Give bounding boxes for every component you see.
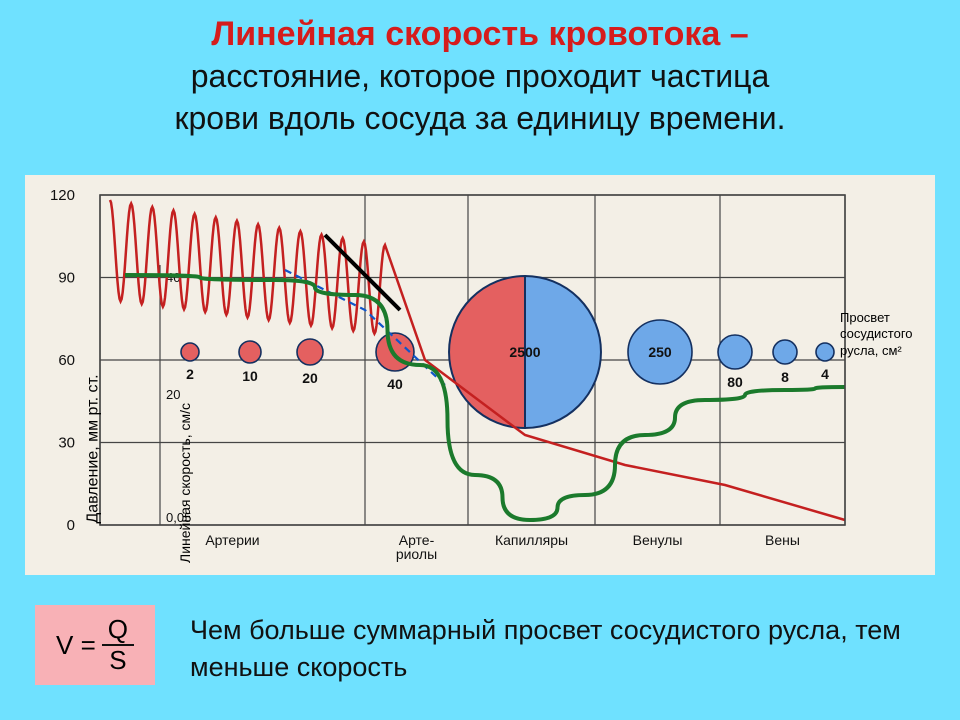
chart-area: Давление, мм рт. ст. Линейная скорость, …: [25, 175, 935, 575]
svg-text:Артерии: Артерии: [205, 532, 259, 548]
svg-text:250: 250: [648, 344, 672, 360]
svg-text:20: 20: [302, 370, 318, 386]
formula-box: V = Q S: [35, 605, 155, 685]
svg-text:120: 120: [50, 187, 75, 204]
title-line-1: Линейная скорость кровотока –: [0, 12, 960, 56]
svg-text:20: 20: [166, 387, 180, 402]
velocity-axis-label: Линейная скорость, см/с: [177, 403, 193, 563]
svg-text:10: 10: [242, 368, 258, 384]
pressure-axis-label: Давление, мм рт. ст.: [85, 374, 103, 523]
svg-text:40: 40: [387, 376, 403, 392]
svg-text:риолы: риолы: [396, 546, 437, 562]
lumen-axis-label: Просвет сосудистого русла, см²: [840, 310, 925, 359]
svg-text:8: 8: [781, 369, 789, 385]
svg-text:60: 60: [58, 352, 75, 369]
svg-text:80: 80: [727, 374, 743, 390]
formula-denominator: S: [103, 646, 132, 675]
svg-text:Венулы: Венулы: [633, 532, 683, 548]
svg-text:Капилляры: Капилляры: [495, 532, 568, 548]
slide-title: Линейная скорость кровотока – расстояние…: [0, 12, 960, 139]
svg-text:Вены: Вены: [765, 532, 800, 548]
svg-text:2500: 2500: [509, 344, 540, 360]
formula-fraction: Q S: [102, 615, 134, 674]
title-line-3: крови вдоль сосуда за единицу времени.: [0, 98, 960, 140]
svg-text:0: 0: [67, 517, 75, 534]
caption-text: Чем больше суммарный просвет сосудистого…: [190, 612, 945, 685]
svg-text:30: 30: [58, 435, 75, 452]
chart-svg: 030609012040200,05210204025002508084Арте…: [25, 175, 935, 575]
formula-lhs: V =: [56, 630, 96, 661]
svg-text:4: 4: [821, 366, 829, 382]
formula-numerator: Q: [102, 615, 134, 646]
svg-text:2: 2: [186, 366, 194, 382]
title-line-2: расстояние, которое проходит частица: [0, 56, 960, 98]
svg-text:90: 90: [58, 270, 75, 287]
